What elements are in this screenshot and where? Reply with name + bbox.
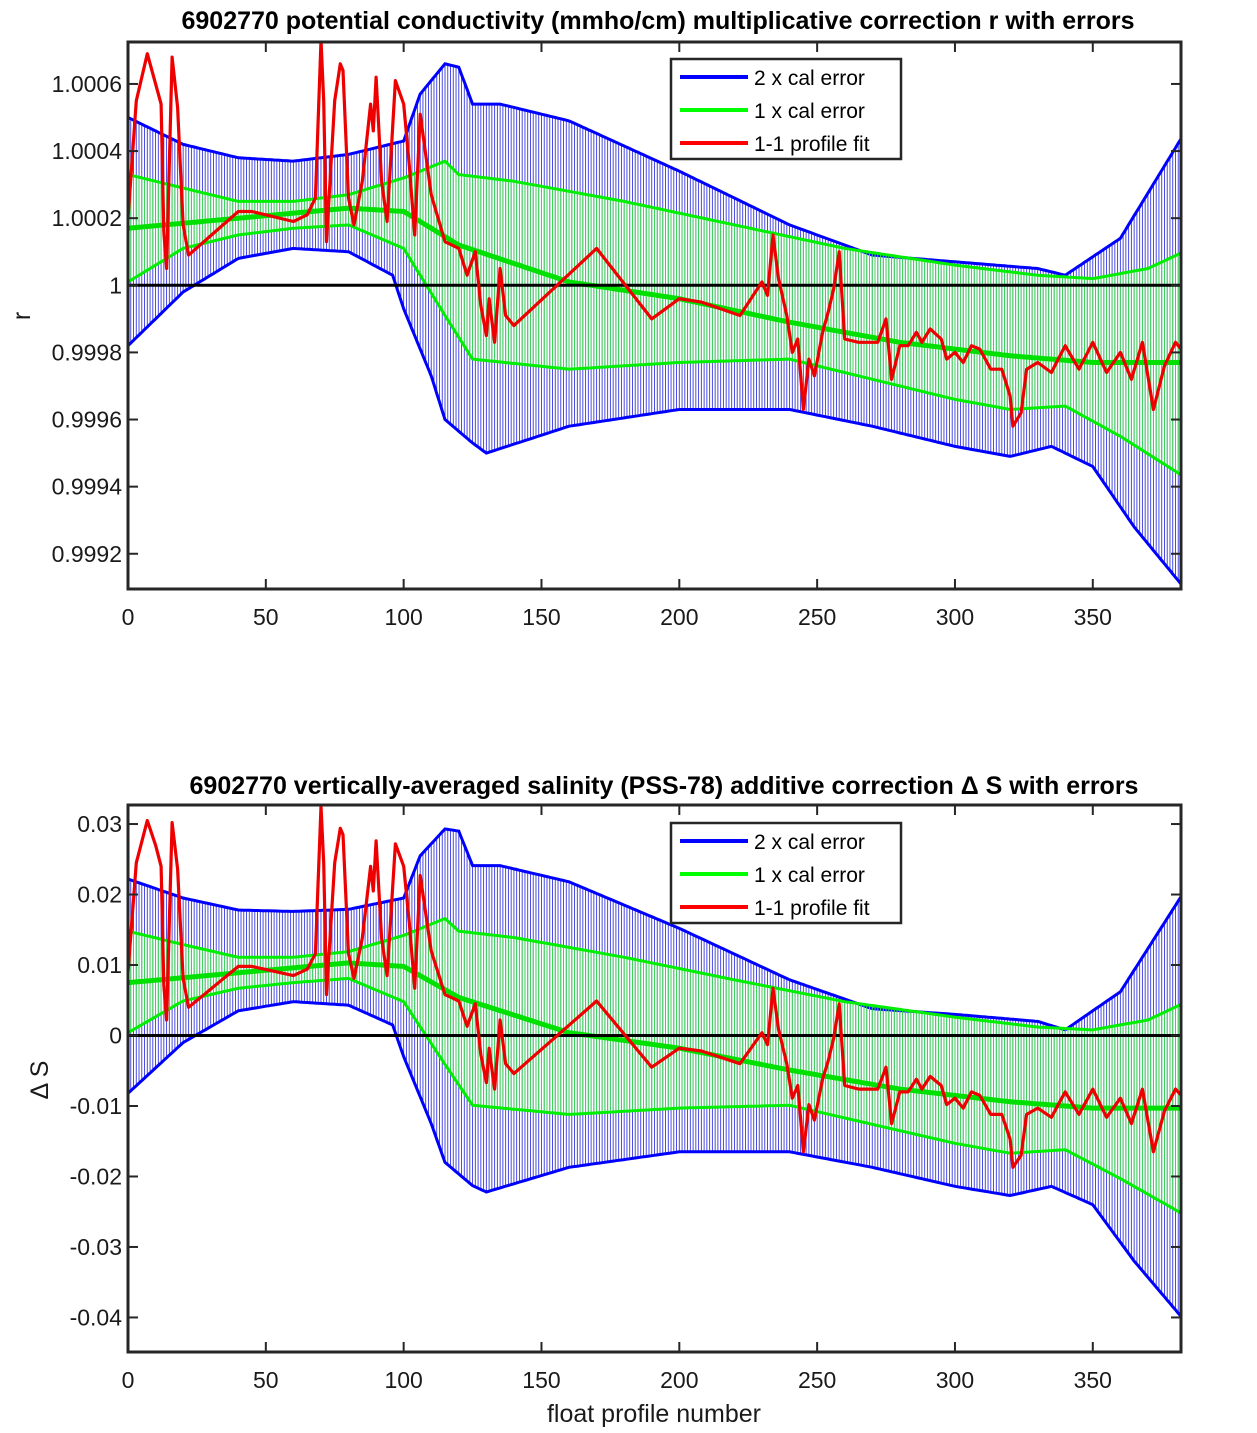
- axis-ticks-conductivity: 0 50 100 150 200 250 300 350 0.9992 0.9994 0.9996 0…: [52, 42, 1181, 630]
- x-tick-label: 150: [522, 604, 560, 630]
- x-tick-label: 200: [660, 1367, 698, 1393]
- y-tick-label: -0.03: [70, 1234, 122, 1260]
- x-tick-label: 300: [936, 1367, 974, 1393]
- chart-title-conductivity: 6902770 potential conductivity (mmho/cm)…: [181, 7, 1134, 35]
- one-cal-upper-line: [128, 916, 1181, 1032]
- panel-conductivity: 6902770 potential conductivity (mmho/cm)…: [8, 7, 1183, 630]
- x-tick-label: 150: [522, 1367, 560, 1393]
- two-cal-upper-line: [128, 827, 1181, 1032]
- legend-salinity: 2 x cal error 1 x cal error 1-1 profile …: [669, 821, 903, 925]
- legend-label-two-cal: 2 x cal error: [754, 831, 865, 854]
- x-tick-label: 0: [122, 604, 135, 630]
- y-tick-label: 0.03: [77, 811, 122, 837]
- y-tick-label: -0.04: [70, 1304, 123, 1330]
- chart-title-salinity: 6902770 vertically-averaged salinity (PS…: [190, 772, 1139, 800]
- x-tick-label: 100: [384, 1367, 422, 1393]
- error-bars-one-cal: [128, 918, 1181, 1213]
- legend-label-profile-fit: 1-1 profile fit: [754, 133, 870, 156]
- x-tick-label: 200: [660, 604, 698, 630]
- y-tick-label: 1.0002: [52, 205, 122, 231]
- axes-frame-conductivity: [126, 40, 1183, 591]
- y-tick-label: 0.9998: [52, 339, 122, 365]
- y-tick-label: 1: [109, 272, 122, 298]
- y-tick-label: 0.01: [77, 952, 122, 978]
- legend-conductivity: 2 x cal error 1 x cal error 1-1 profile …: [669, 57, 903, 161]
- plot-area-conductivity: [128, 42, 1181, 585]
- legend-label-two-cal: 2 x cal error: [754, 67, 865, 90]
- y-axis-label-conductivity: r: [8, 312, 36, 320]
- plot-area-salinity: [128, 805, 1181, 1318]
- x-tick-label: 0: [122, 1367, 135, 1393]
- x-axis-label-salinity: float profile number: [547, 1400, 761, 1428]
- x-tick-label: 300: [936, 604, 974, 630]
- one-cal-upper-line: [128, 159, 1181, 281]
- x-tick-label: 350: [1074, 1367, 1112, 1393]
- legend-label-profile-fit: 1-1 profile fit: [754, 897, 870, 920]
- one-cal-lower-line: [128, 223, 1181, 477]
- axis-ticks-salinity: 0 50 100 150 200 250 300 350 -0.04 -0.03 -0.02 -0.0…: [70, 805, 1181, 1393]
- legend-label-one-cal: 1 x cal error: [754, 864, 865, 887]
- x-tick-label: 250: [798, 604, 836, 630]
- y-tick-label: 0: [109, 1023, 122, 1049]
- y-tick-label: -0.02: [70, 1163, 122, 1189]
- axes-frame-salinity: [126, 803, 1183, 1354]
- y-tick-label: -0.01: [70, 1093, 122, 1119]
- x-tick-label: 350: [1074, 604, 1112, 630]
- mean-fit-line: [128, 960, 1181, 1111]
- two-cal-lower-line: [128, 246, 1181, 585]
- one-cal-lower-line: [128, 976, 1181, 1215]
- profile-fit-line: [128, 805, 1181, 1169]
- x-tick-label: 100: [384, 604, 422, 630]
- two-cal-lower-line: [128, 1000, 1181, 1318]
- two-cal-upper-line: [128, 62, 1181, 277]
- legend-label-one-cal: 1 x cal error: [754, 100, 865, 123]
- y-axis-label-salinity: Δ S: [26, 1061, 54, 1100]
- y-tick-label: 0.9994: [52, 474, 123, 500]
- x-tick-label: 250: [798, 1367, 836, 1393]
- profile-fit-line: [128, 42, 1181, 428]
- y-tick-label: 1.0004: [52, 138, 123, 164]
- x-tick-label: 50: [253, 1367, 279, 1393]
- x-tick-label: 50: [253, 604, 279, 630]
- y-tick-label: 1.0006: [52, 71, 122, 97]
- y-tick-label: 0.9992: [52, 541, 122, 567]
- y-tick-label: 0.9996: [52, 407, 122, 433]
- mean-fit-line: [128, 205, 1181, 365]
- y-tick-label: 0.02: [77, 882, 122, 908]
- panel-salinity: 6902770 vertically-averaged salinity (PS…: [26, 772, 1183, 1428]
